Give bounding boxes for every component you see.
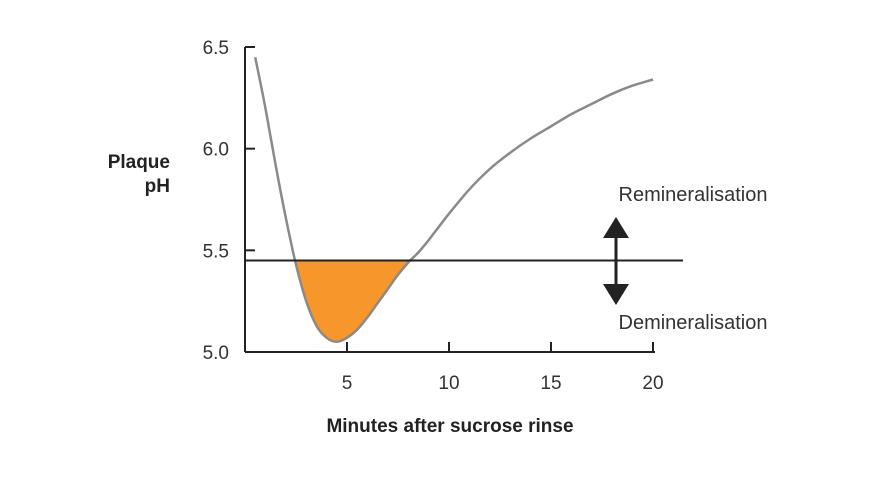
y-tick-label: 5.0 [203, 343, 229, 364]
y-axis-title-line: pH [145, 176, 170, 197]
x-tick-label: 20 [642, 373, 663, 394]
y-tick-label: 6.0 [203, 140, 229, 161]
arrow-up-head [603, 217, 629, 238]
x-tick-label: 10 [438, 373, 459, 394]
x-tick-label: 5 [342, 373, 353, 394]
y-tick-label: 5.5 [203, 241, 229, 262]
ph-curve-line [253, 56, 654, 344]
y-axis-title: Plaque pH [108, 152, 170, 197]
y-axis-title-line: Plaque [108, 152, 170, 173]
arrow-down-head [603, 284, 629, 305]
y-tick-label: 6.5 [203, 38, 229, 59]
demineralisation-label: Demineralisation [619, 312, 768, 334]
demineralisation-area [294, 260, 421, 342]
remineralisation-label: Remineralisation [619, 184, 768, 206]
x-axis-ticks: 5 10 15 20 [342, 342, 664, 394]
x-tick-label: 15 [540, 373, 561, 394]
double-arrow-icon [603, 217, 629, 305]
y-axis-ticks: 5.0 5.5 6.0 6.5 [203, 38, 255, 364]
x-axis-title: Minutes after sucrose rinse [326, 416, 573, 437]
